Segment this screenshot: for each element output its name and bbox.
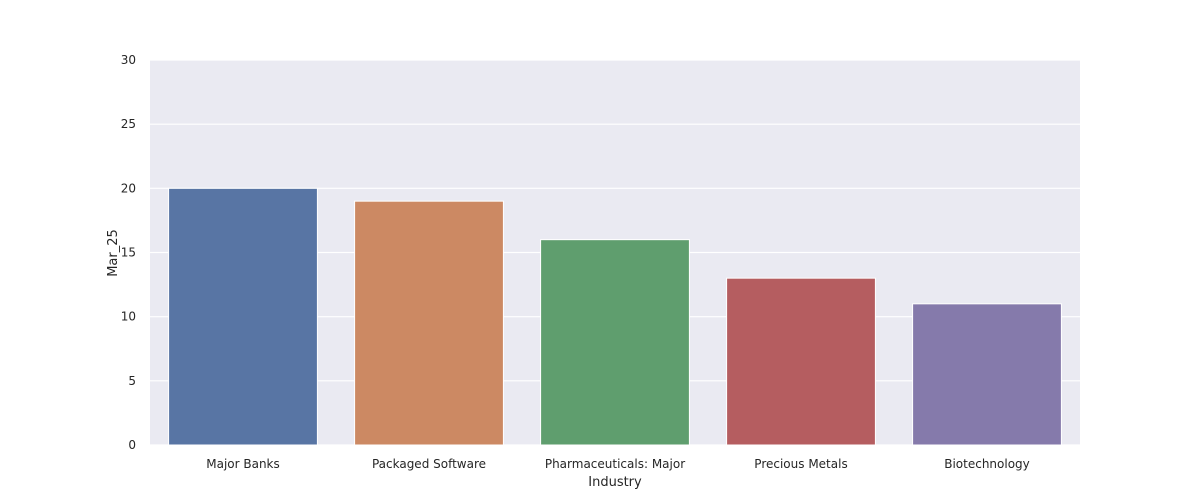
y-tick-label: 5 [128, 374, 136, 388]
y-tick-label: 20 [121, 181, 136, 195]
bar [540, 239, 690, 446]
bar [912, 303, 1062, 446]
bars [168, 187, 1062, 446]
y-tick-label: 30 [121, 53, 136, 67]
y-tick-labels: 0 5 10 15 20 25 30 [121, 53, 136, 452]
bar [726, 277, 876, 446]
y-tick-label: 10 [121, 310, 136, 324]
y-tick-label: 15 [121, 246, 136, 260]
y-tick-label: 0 [128, 438, 136, 452]
x-tick-label: Biotechnology [944, 457, 1030, 471]
x-tick-label: Pharmaceuticals: Major [545, 457, 685, 471]
bar [354, 200, 504, 446]
bar [168, 187, 318, 446]
x-tick-label: Precious Metals [754, 457, 847, 471]
x-tick-label: Packaged Software [372, 457, 486, 471]
x-axis-label: Industry [588, 475, 642, 490]
y-axis-label: Mar_25 [106, 229, 121, 277]
x-tick-label: Major Banks [206, 457, 280, 471]
y-tick-label: 25 [121, 117, 136, 131]
x-tick-labels: Major Banks Packaged Software Pharmaceutic… [206, 457, 1030, 471]
